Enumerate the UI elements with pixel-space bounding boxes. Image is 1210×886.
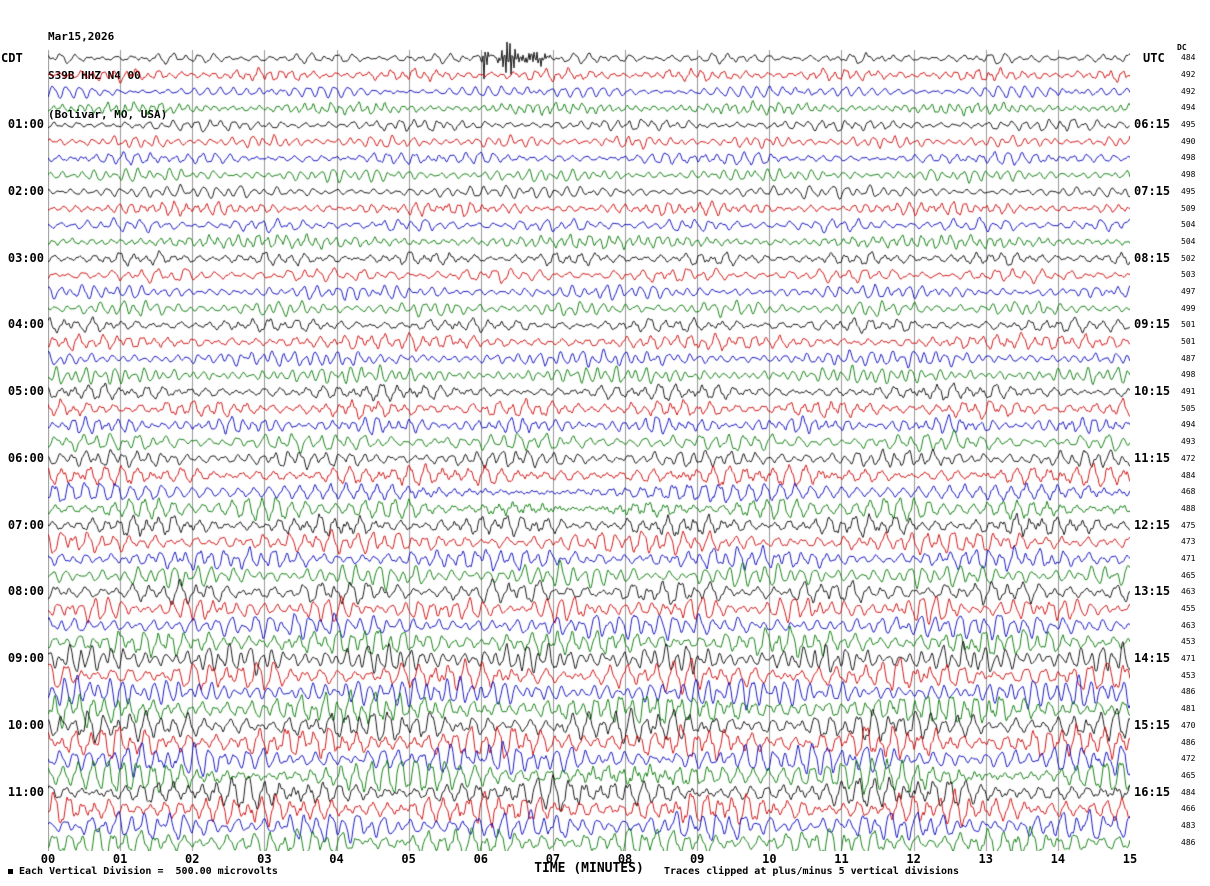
division-marker-icon bbox=[8, 868, 13, 874]
dc-offset-value: 499 bbox=[1181, 303, 1196, 313]
dc-offset-value: 486 bbox=[1181, 837, 1196, 847]
dc-offset-value: 453 bbox=[1181, 637, 1196, 647]
dc-offset-value: 487 bbox=[1181, 353, 1196, 363]
dc-offset-value: 501 bbox=[1181, 320, 1196, 330]
cdt-hour-label: 03:00 bbox=[7, 250, 44, 265]
minute-tick-label: 06 bbox=[473, 852, 489, 866]
minute-tick-label: 13 bbox=[978, 852, 993, 866]
dc-offset-value: 473 bbox=[1181, 537, 1196, 547]
dc-offset-value: 486 bbox=[1181, 737, 1196, 747]
minute-tick-label: 03 bbox=[257, 852, 272, 866]
utc-hour-label: 10:15 bbox=[1134, 384, 1171, 399]
dc-offset-value: 486 bbox=[1181, 687, 1196, 697]
utc-hour-label: 06:15 bbox=[1134, 117, 1171, 132]
dc-offset-value: 466 bbox=[1181, 804, 1196, 814]
dc-column-label: DC bbox=[1177, 43, 1187, 52]
right-axis-label: UTC bbox=[1143, 51, 1165, 65]
dc-offset-value: 504 bbox=[1181, 236, 1196, 246]
cdt-hour-label: 01:00 bbox=[7, 117, 44, 132]
dc-offset-value: 509 bbox=[1181, 203, 1196, 213]
dc-offset-value: 492 bbox=[1181, 70, 1196, 80]
dc-offset-value: 465 bbox=[1181, 570, 1196, 580]
minute-tick-label: 05 bbox=[401, 852, 416, 866]
dc-offset-value: 453 bbox=[1181, 670, 1196, 680]
dc-offset-value: 472 bbox=[1181, 754, 1196, 764]
cdt-hour-label: 09:00 bbox=[7, 651, 44, 666]
cdt-hour-label: 10:00 bbox=[7, 717, 44, 732]
utc-hour-label: 09:15 bbox=[1134, 317, 1171, 332]
dc-offset-value: 463 bbox=[1181, 620, 1196, 630]
dc-offset-value: 455 bbox=[1181, 604, 1196, 614]
dc-offset-value: 503 bbox=[1181, 270, 1196, 280]
minute-tick-label: 14 bbox=[1050, 852, 1066, 866]
dc-offset-value: 497 bbox=[1181, 286, 1196, 296]
scale-note-text: Each Vertical Division = 500.00 microvol… bbox=[19, 866, 278, 877]
dc-offset-value: 472 bbox=[1181, 453, 1196, 463]
dc-offset-value: 465 bbox=[1181, 770, 1196, 780]
minute-tick-label: 01 bbox=[112, 852, 128, 866]
dc-offset-value: 484 bbox=[1181, 787, 1196, 797]
clip-note: Traces clipped at plus/minus 5 vertical … bbox=[664, 866, 960, 877]
cdt-hour-label: 02:00 bbox=[7, 183, 44, 198]
dc-offset-value: 468 bbox=[1181, 487, 1196, 497]
dc-offset-value: 495 bbox=[1181, 120, 1196, 130]
dc-offset-value: 504 bbox=[1181, 220, 1196, 230]
dc-offset-value: 471 bbox=[1181, 654, 1196, 664]
utc-hour-label: 11:15 bbox=[1134, 450, 1171, 465]
dc-offset-value: 494 bbox=[1181, 420, 1196, 430]
dc-offset-value: 493 bbox=[1181, 437, 1196, 447]
minute-tick-label: 15 bbox=[1122, 852, 1138, 866]
minute-tick-label: 08 bbox=[617, 852, 633, 866]
minute-tick-label: 07 bbox=[545, 852, 561, 866]
dc-offset-value: 483 bbox=[1181, 820, 1196, 830]
minute-tick-label: 00 bbox=[40, 852, 56, 866]
dc-offset-value: 491 bbox=[1181, 387, 1196, 397]
scale-note: Each Vertical Division = 500.00 microvol… bbox=[8, 866, 278, 877]
minute-tick-label: 10 bbox=[762, 852, 777, 866]
minute-tick-label: 12 bbox=[906, 852, 921, 866]
utc-hour-label: 07:15 bbox=[1134, 183, 1171, 198]
dc-offset-value: 484 bbox=[1181, 470, 1196, 480]
dc-offset-value: 470 bbox=[1181, 720, 1196, 730]
dc-offset-value: 505 bbox=[1181, 403, 1196, 413]
minute-tick-label: 09 bbox=[689, 852, 705, 866]
dc-offset-value: 488 bbox=[1181, 503, 1196, 513]
dc-offset-value: 494 bbox=[1181, 103, 1196, 113]
dc-offset-value: 492 bbox=[1181, 86, 1196, 96]
dc-offset-value: 498 bbox=[1181, 170, 1196, 180]
dc-offset-value: 471 bbox=[1181, 553, 1196, 563]
utc-hour-label: 15:15 bbox=[1134, 717, 1171, 732]
dc-offset-value: 498 bbox=[1181, 370, 1196, 380]
left-axis-label: CDT bbox=[1, 51, 23, 65]
minute-tick-label: 04 bbox=[329, 852, 344, 866]
dc-offset-value: 490 bbox=[1181, 136, 1196, 146]
cdt-hour-label: 04:00 bbox=[7, 317, 44, 332]
utc-hour-label: 16:15 bbox=[1134, 784, 1171, 799]
cdt-hour-label: 07:00 bbox=[7, 517, 44, 532]
cdt-hour-label: 11:00 bbox=[7, 784, 44, 799]
dc-offset-value: 484 bbox=[1181, 53, 1196, 63]
dc-offset-value: 481 bbox=[1181, 704, 1196, 714]
dc-offset-value: 463 bbox=[1181, 587, 1196, 597]
minute-tick-label: 02 bbox=[185, 852, 200, 866]
utc-hour-label: 12:15 bbox=[1134, 517, 1171, 532]
utc-hour-label: 14:15 bbox=[1134, 651, 1171, 666]
x-axis-title: TIME (MINUTES) bbox=[534, 861, 644, 876]
utc-hour-label: 13:15 bbox=[1134, 584, 1171, 599]
dc-offset-value: 502 bbox=[1181, 253, 1196, 263]
cdt-hour-label: 05:00 bbox=[7, 384, 44, 399]
utc-hour-label: 08:15 bbox=[1134, 250, 1171, 265]
dc-offset-value: 498 bbox=[1181, 153, 1196, 163]
dc-offset-value: 475 bbox=[1181, 520, 1196, 530]
dc-offset-value: 501 bbox=[1181, 337, 1196, 347]
cdt-hour-label: 06:00 bbox=[7, 450, 44, 465]
seismogram-canvas bbox=[48, 20, 1130, 851]
dc-offset-value: 495 bbox=[1181, 186, 1196, 196]
minute-tick-label: 11 bbox=[834, 852, 849, 866]
cdt-hour-label: 08:00 bbox=[7, 584, 44, 599]
